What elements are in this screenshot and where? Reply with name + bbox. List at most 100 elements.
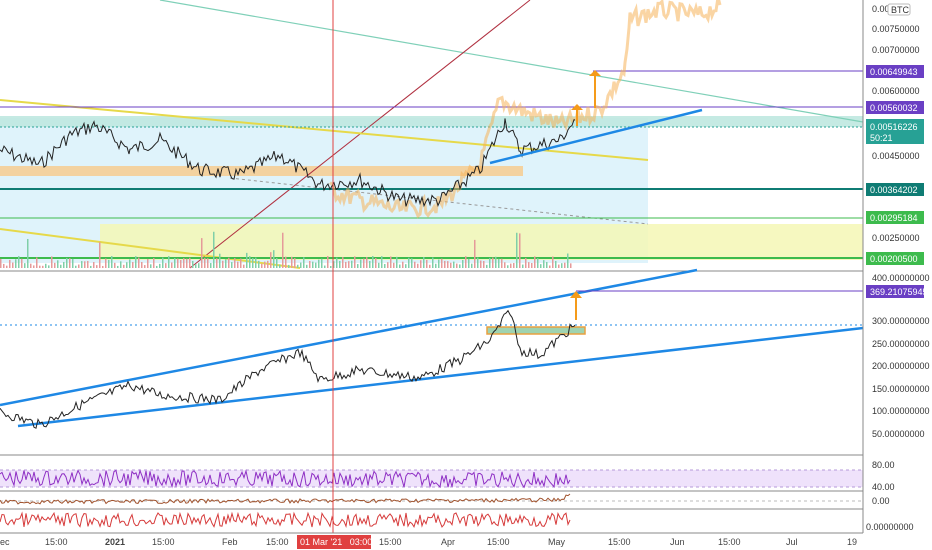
- volume-bar: [240, 258, 242, 268]
- volume-bar: [138, 257, 140, 268]
- volume-bars: [0, 231, 572, 268]
- volume-bar: [36, 257, 38, 268]
- volume-bar: [531, 263, 533, 268]
- volume-bar: [279, 264, 281, 268]
- ratio-line: [0, 309, 576, 429]
- volume-bar: [153, 258, 155, 268]
- volume-bar: [216, 258, 218, 268]
- price-label-0.00295184: [866, 211, 924, 224]
- volume-bar: [528, 262, 530, 268]
- volume-bar: [555, 260, 557, 268]
- volume-bar: [144, 265, 146, 268]
- ratio-label-369-text: 369.21075945: [870, 287, 928, 297]
- currency-badge[interactable]: [887, 3, 911, 16]
- volume-bar: [123, 264, 125, 268]
- volume-bar: [471, 263, 473, 268]
- volume-bar: [282, 232, 284, 268]
- volume-bar: [396, 256, 398, 268]
- volume-bar: [330, 265, 332, 268]
- volume-bar: [0, 258, 2, 268]
- volume-bar: [507, 265, 509, 268]
- volume-bar: [42, 265, 44, 268]
- volume-bar: [285, 256, 287, 268]
- volume-bar: [294, 258, 296, 268]
- volume-bar: [462, 260, 464, 268]
- volume-bar: [24, 263, 26, 268]
- volume-bar: [426, 259, 428, 268]
- volume-bar: [69, 258, 71, 268]
- volume-bar: [237, 261, 239, 268]
- volume-bar: [33, 265, 35, 268]
- volume-bar: [381, 256, 383, 268]
- price-label-0.00200500-text: 0.00200500: [870, 254, 918, 264]
- rsi-tick-1: 40.00: [872, 482, 895, 492]
- volume-bar: [198, 263, 200, 268]
- volume-bar: [510, 263, 512, 268]
- volume-bar: [195, 264, 197, 268]
- price-axis-bg: [863, 0, 932, 533]
- volume-bar: [129, 259, 131, 268]
- volume-bar: [117, 265, 119, 268]
- volume-bar: [522, 264, 524, 268]
- volume-bar: [132, 262, 134, 268]
- time-label-8: 15:00: [487, 537, 510, 547]
- projected-price-path: [329, 0, 722, 219]
- volume-bar: [255, 257, 257, 268]
- rsi-panel: [0, 469, 863, 489]
- volume-bar: [456, 263, 458, 268]
- volume-bar: [354, 256, 356, 268]
- volume-bar: [141, 261, 143, 268]
- volume-bar: [84, 261, 86, 268]
- volume-bar: [261, 263, 263, 268]
- time-label-5: 15:00: [266, 537, 289, 547]
- volume-bar: [156, 265, 158, 268]
- volume-bar: [387, 262, 389, 268]
- volume-bar: [213, 231, 215, 268]
- crosshair-time-badge: [297, 535, 371, 549]
- volume-bar: [480, 260, 482, 268]
- volume-bar: [567, 253, 569, 268]
- time-label-7: Apr: [441, 537, 455, 547]
- volume-bar: [318, 259, 320, 268]
- volume-bar: [333, 261, 335, 268]
- volume-bar: [270, 252, 272, 268]
- volume-bar: [474, 239, 476, 268]
- volume-bar: [135, 256, 137, 268]
- time-label-13: Jul: [786, 537, 798, 547]
- volume-bar: [66, 257, 68, 268]
- time-label-1: 15:00: [45, 537, 68, 547]
- time-label-6: 15:00: [379, 537, 402, 547]
- volume-bar: [126, 262, 128, 268]
- volume-bar: [402, 261, 404, 268]
- volume-bar: [168, 256, 170, 268]
- volume-bar: [246, 252, 248, 268]
- volume-bar: [3, 263, 5, 268]
- volume-bar: [204, 257, 206, 268]
- volume-bar: [441, 258, 443, 268]
- rsi-band: [0, 470, 863, 487]
- volume-bar: [534, 256, 536, 268]
- ratio-tick-0: 400.00000000: [872, 273, 930, 283]
- volume-bar: [543, 260, 545, 268]
- volume-bar: [399, 264, 401, 268]
- accumulation-zone: [100, 224, 863, 260]
- volume-bar: [264, 261, 266, 268]
- volume-bar: [363, 258, 365, 268]
- ratio-tick-3: 200.00000000: [872, 361, 930, 371]
- price-label-0.00364202: [866, 183, 924, 196]
- volume-bar: [378, 262, 380, 268]
- channel-lower-line: [17, 326, 864, 428]
- volume-bar: [219, 253, 221, 268]
- volume-bar: [465, 256, 467, 268]
- volume-bar: [147, 258, 149, 268]
- volume-bar: [165, 263, 167, 268]
- time-axis-bg: [0, 533, 932, 550]
- time-label-0: ec: [0, 537, 10, 547]
- volume-bar: [183, 258, 185, 268]
- time-label-3: 15:00: [152, 537, 175, 547]
- price-label-0.00295184-text: 0.00295184: [870, 213, 918, 223]
- volume-bar: [444, 260, 446, 268]
- volume-bar: [207, 258, 209, 268]
- volume-bar: [495, 256, 497, 268]
